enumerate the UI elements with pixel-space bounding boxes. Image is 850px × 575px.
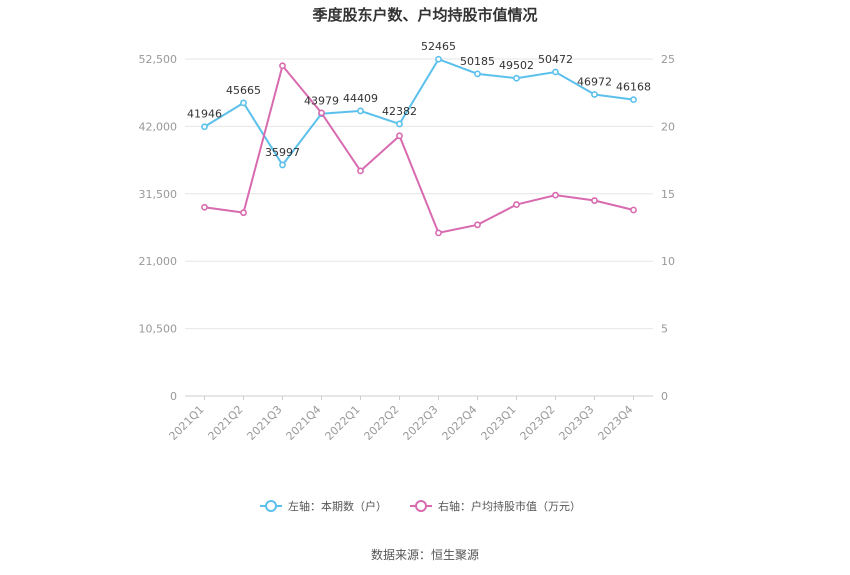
source-note: 数据来源：恒生聚源 [370, 548, 479, 562]
data-label: 41946 [187, 108, 222, 121]
grid-lines [185, 58, 653, 330]
series-1-point [396, 120, 403, 128]
series-2-point [318, 109, 325, 117]
dual-axis-line-chart: 010,50021,00031,50042,00052,500051015202… [139, 40, 676, 513]
right-tick-label: 25 [661, 53, 675, 66]
legend-marker-2 [415, 500, 427, 512]
series-2-point [552, 191, 559, 199]
right-tick-label: 5 [661, 323, 668, 336]
data-label: 45665 [226, 84, 261, 97]
series-1-point [435, 55, 442, 63]
left-tick-label: 21,000 [139, 255, 178, 268]
left-tick-label: 42,000 [139, 120, 178, 133]
x-tick-label: 2021Q2 [206, 403, 246, 443]
legend: 左轴：本期数（户） 右轴：户均持股市值（万元） [260, 499, 581, 513]
right-tick-label: 15 [661, 188, 675, 201]
x-tick-label: 2023Q1 [479, 403, 519, 443]
chart-title: 季度股东户数、户均持股市值情况 [312, 6, 538, 24]
right-tick-label: 0 [661, 390, 668, 403]
data-label: 50472 [538, 53, 573, 66]
left-tick-label: 52,500 [139, 53, 178, 66]
series-2-point [474, 221, 481, 229]
x-tick-label: 2023Q4 [596, 403, 636, 443]
data-label: 49502 [499, 59, 534, 72]
series [201, 55, 637, 237]
legend-label-2: 右轴：户均持股市值（万元） [438, 499, 581, 513]
series-1-point [279, 161, 286, 169]
legend-marker-1 [265, 500, 277, 512]
data-label: 35997 [265, 146, 300, 159]
series-1-point [630, 96, 637, 104]
data-label: 42382 [382, 105, 417, 118]
series-2-point [240, 209, 247, 217]
x-tick-label: 2021Q1 [167, 403, 207, 443]
x-tick-label: 2021Q4 [284, 403, 324, 443]
legend-label-1: 左轴：本期数（户） [288, 499, 387, 513]
left-tick-label: 10,500 [139, 323, 178, 336]
x-tick-label: 2022Q3 [401, 403, 441, 443]
left-tick-label: 31,500 [139, 188, 178, 201]
series-2-point [201, 203, 208, 211]
series-2-point [513, 201, 520, 208]
series-2-point [279, 62, 286, 70]
series-1-point [513, 74, 520, 82]
data-label: 50185 [460, 55, 495, 68]
x-tick-label: 2021Q3 [245, 403, 285, 443]
series-2-point [435, 229, 442, 237]
series-1-point [552, 68, 559, 76]
series-1-point [357, 107, 364, 115]
series-1-point [201, 123, 208, 131]
series-2-point [630, 206, 637, 214]
x-tick-label: 2023Q3 [557, 403, 597, 443]
series-1-point [591, 91, 598, 98]
series-line-1 [203, 57, 634, 167]
x-tick-label: 2022Q1 [323, 403, 363, 443]
series-2-point [591, 197, 598, 204]
series-2-point [357, 167, 364, 175]
x-tick-label: 2022Q4 [440, 403, 480, 443]
data-label: 52465 [421, 40, 456, 53]
x-tick-label: 2023Q2 [518, 403, 558, 443]
data-labels: 41946 45665 35997 43979 44409 42382 52465 50185… [187, 40, 651, 159]
series-2-point [396, 132, 403, 140]
right-tick-label: 20 [661, 120, 675, 133]
left-tick-label: 0 [170, 390, 177, 403]
x-tick-label: 2022Q2 [362, 403, 402, 443]
data-label: 43979 [304, 95, 339, 108]
series-1-point [240, 99, 247, 107]
right-tick-label: 10 [661, 255, 675, 268]
series-1-point [474, 70, 481, 78]
data-label: 46168 [616, 81, 651, 94]
data-label: 46972 [577, 75, 612, 88]
series-line-2 [204, 63, 634, 235]
data-label: 44409 [343, 92, 378, 105]
